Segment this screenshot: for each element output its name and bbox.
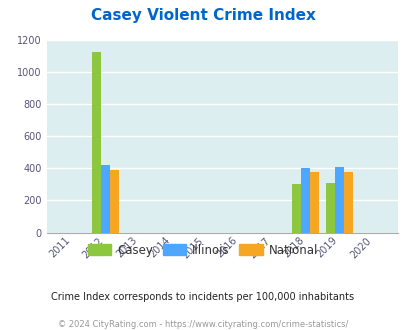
Bar xyxy=(100,165,109,233)
Bar xyxy=(343,172,352,233)
Bar xyxy=(292,184,301,233)
Bar xyxy=(301,168,310,233)
Legend: Casey, Illinois, National: Casey, Illinois, National xyxy=(83,239,322,261)
Bar xyxy=(109,170,119,233)
Bar xyxy=(310,172,319,233)
Text: © 2024 CityRating.com - https://www.cityrating.com/crime-statistics/: © 2024 CityRating.com - https://www.city… xyxy=(58,320,347,329)
Text: Casey Violent Crime Index: Casey Violent Crime Index xyxy=(90,8,315,23)
Bar xyxy=(92,52,100,233)
Text: Crime Index corresponds to incidents per 100,000 inhabitants: Crime Index corresponds to incidents per… xyxy=(51,292,354,302)
Bar xyxy=(334,167,343,233)
Bar xyxy=(325,183,334,233)
